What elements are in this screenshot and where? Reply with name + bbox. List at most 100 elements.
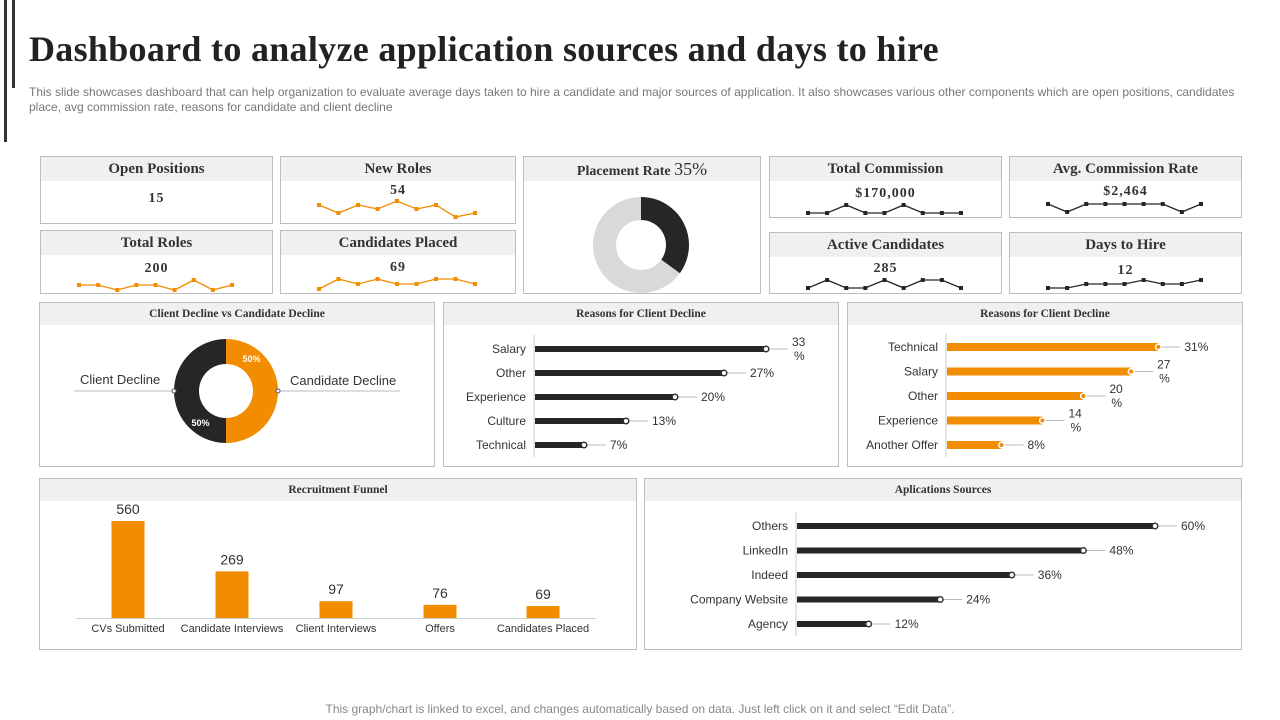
sparkline-point (414, 282, 419, 286)
kpi-active-candidates[interactable]: Active Candidates 285 (769, 232, 1002, 294)
bar[interactable] (947, 441, 1002, 449)
bar[interactable] (111, 521, 145, 618)
bar[interactable] (947, 416, 1043, 425)
kpi-label: Total Roles (41, 231, 272, 255)
category-label: Technical (476, 438, 526, 452)
category-label: Salary (904, 365, 938, 379)
sparkline-point (844, 203, 849, 207)
value-label: 14% (1068, 407, 1082, 435)
category-label: Salary (492, 342, 526, 356)
sparkline-point (825, 278, 830, 282)
bar-end-dot (1127, 367, 1135, 376)
decline-split-card[interactable]: Client Decline vs Candidate Decline 50% 5… (39, 302, 435, 467)
sparkline-point (939, 211, 944, 215)
category-label: Agency (748, 617, 788, 631)
bar-end-dot (1154, 343, 1162, 351)
value-label: 33% (792, 335, 806, 363)
kpi-days-to-hire[interactable]: Days to Hire 12 (1009, 232, 1242, 294)
bar-end-dot (1008, 571, 1016, 579)
sparkline-total-commission (806, 203, 963, 215)
donut-slice (226, 339, 278, 443)
sparkline-point (901, 286, 906, 290)
kpi-placement-rate[interactable]: Placement Rate 35% (523, 156, 761, 294)
category-label: Technical (888, 340, 938, 354)
sparkline-point (77, 283, 81, 287)
kpi-label: Open Positions (41, 157, 272, 181)
bar[interactable] (797, 547, 1084, 554)
sparkline-point (336, 211, 341, 215)
value-label: 27% (750, 366, 774, 380)
bar[interactable] (797, 596, 941, 603)
sparkline-point (395, 282, 399, 286)
category-label: Another Offer (866, 438, 938, 452)
bar[interactable] (535, 370, 724, 376)
bar[interactable] (797, 572, 1012, 578)
kpi-candidates-placed[interactable]: Candidates Placed 69 (280, 230, 516, 294)
sparkline-point (153, 283, 158, 287)
bar[interactable] (947, 367, 1132, 376)
application-sources-card[interactable]: Aplications Sources Others 60% LinkedIn 48%… (644, 478, 1242, 650)
footer-note: This graph/chart is linked to excel, and… (325, 702, 955, 716)
client-decline-dark-chart: Salary 33 % Other 27% Experience 20% Culture 13%… (466, 335, 806, 457)
value-label: 60% (1181, 519, 1205, 533)
sparkline-point (356, 203, 360, 207)
kpi-value: 69 (390, 260, 406, 275)
sparkline-point (1160, 202, 1165, 206)
bar[interactable] (535, 346, 766, 352)
kpi-label: Active Candidates (770, 233, 1001, 257)
accent-bar-short (12, 0, 15, 88)
bar[interactable] (319, 601, 353, 618)
value-label: 69 (535, 586, 551, 602)
kpi-label: Days to Hire (1010, 233, 1241, 257)
sparkline-point (395, 199, 399, 203)
kpi-total-commission[interactable]: Total Commission $170,000 (769, 156, 1002, 218)
sparkline-point (375, 277, 380, 281)
category-label: Others (752, 519, 788, 533)
bar-end-dot (997, 441, 1006, 449)
category-label: Offers (425, 623, 455, 635)
value-label: 24% (966, 593, 990, 607)
bar[interactable] (797, 621, 869, 627)
sparkline-point (1179, 210, 1184, 214)
client-decline-orange-card[interactable]: Reasons for Client Decline Technical 31% S… (847, 302, 1243, 467)
sparkline-point (882, 211, 887, 215)
value-label: 560 (116, 501, 140, 517)
kpi-label: Total Commission (770, 157, 1001, 181)
bar[interactable] (947, 392, 1084, 400)
kpi-header: Placement Rate 35% (524, 157, 760, 181)
bar[interactable] (215, 571, 249, 618)
sparkline-point (96, 283, 101, 287)
sparkline-point (375, 207, 380, 211)
sparkline-point (1199, 202, 1203, 206)
category-label: Client Interviews (296, 623, 377, 635)
sparkline-point (1103, 202, 1108, 206)
value-label: 48% (1109, 544, 1133, 558)
recruitment-funnel-card[interactable]: Recruitment Funnel 560 CVs Submitted 269 Ca… (39, 478, 637, 650)
client-decline-orange-chart: Technical 31% Salary 27 % Other 20 % Experience 1… (866, 333, 1209, 457)
kpi-new-roles[interactable]: New Roles 54 (280, 156, 516, 224)
bar[interactable] (526, 606, 560, 618)
bar-end-dot (720, 369, 728, 377)
category-label: Experience (466, 390, 526, 404)
bar[interactable] (947, 343, 1159, 351)
bar[interactable] (535, 418, 626, 424)
donut-slice (174, 339, 226, 443)
client-decline-dark-card[interactable]: Reasons for Client Decline Salary 33% Othe… (443, 302, 839, 467)
bar[interactable] (535, 442, 584, 448)
leader-dot (275, 388, 281, 394)
kpi-value: 12 (1117, 263, 1134, 278)
kpi-open-positions[interactable]: Open Positions 15 (40, 156, 273, 224)
kpi-total-roles[interactable]: Total Roles 200 (40, 230, 273, 294)
sparkline-point (317, 203, 321, 207)
kpi-label: New Roles (281, 157, 515, 181)
kpi-value: 15 (148, 191, 165, 206)
bar[interactable] (797, 523, 1155, 529)
kpi-avg-commission-rate[interactable]: Avg. Commission Rate $2,464 (1009, 156, 1242, 218)
sparkline-point (1046, 286, 1050, 290)
sparkline-point (806, 286, 810, 290)
sparkline-point (825, 211, 830, 215)
value-label: 97 (328, 581, 344, 597)
bar[interactable] (423, 604, 457, 618)
bar[interactable] (535, 394, 675, 400)
category-label: Company Website (690, 593, 788, 607)
